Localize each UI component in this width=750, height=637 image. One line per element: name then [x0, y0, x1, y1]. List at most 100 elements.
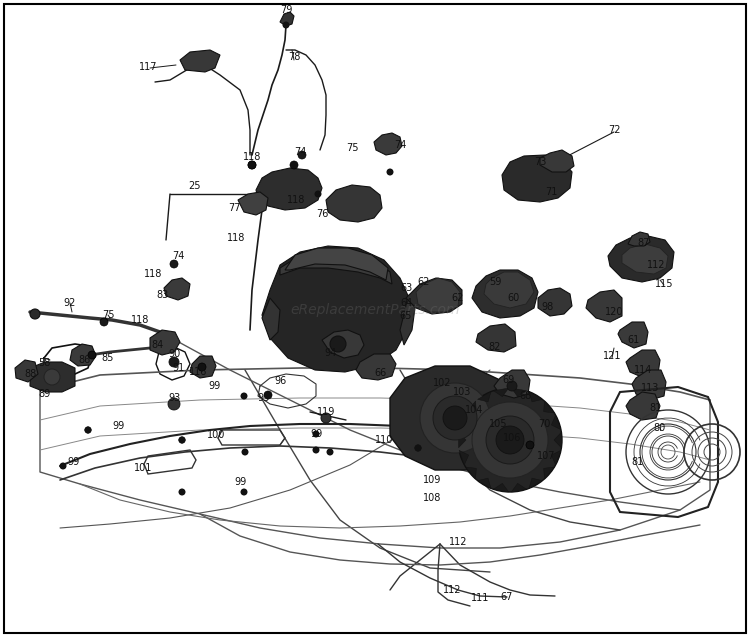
Polygon shape [502, 155, 572, 202]
Text: 75: 75 [346, 143, 358, 153]
Text: 88: 88 [24, 369, 36, 379]
Polygon shape [540, 150, 574, 172]
Polygon shape [150, 330, 180, 355]
Polygon shape [478, 392, 491, 402]
Text: 74: 74 [294, 147, 306, 157]
Polygon shape [529, 478, 542, 489]
Polygon shape [238, 192, 268, 215]
Text: 68: 68 [520, 391, 532, 401]
Text: 108: 108 [423, 493, 441, 503]
Text: 91: 91 [172, 363, 184, 373]
Text: 85: 85 [102, 353, 114, 363]
Polygon shape [416, 278, 460, 312]
Polygon shape [494, 370, 530, 398]
Circle shape [241, 489, 248, 496]
Polygon shape [466, 467, 476, 479]
Polygon shape [164, 278, 190, 300]
Circle shape [88, 351, 96, 359]
Polygon shape [466, 401, 476, 413]
Text: 89: 89 [38, 389, 50, 399]
Polygon shape [262, 246, 410, 372]
Text: 118: 118 [286, 195, 305, 205]
Polygon shape [322, 330, 364, 358]
Text: 112: 112 [646, 260, 665, 270]
Polygon shape [478, 478, 491, 489]
Circle shape [85, 427, 92, 434]
Text: 100: 100 [207, 430, 225, 440]
Polygon shape [484, 272, 534, 308]
Text: 113: 113 [640, 383, 659, 393]
Text: 94: 94 [324, 348, 336, 358]
Polygon shape [618, 322, 648, 348]
Circle shape [415, 445, 422, 452]
Circle shape [458, 388, 562, 492]
Text: 87: 87 [638, 238, 650, 248]
Circle shape [241, 392, 248, 399]
Circle shape [415, 445, 422, 452]
Polygon shape [512, 388, 526, 397]
Polygon shape [280, 252, 392, 284]
Polygon shape [626, 350, 660, 378]
Polygon shape [538, 288, 572, 316]
Circle shape [178, 436, 185, 443]
Polygon shape [626, 392, 660, 420]
Polygon shape [586, 290, 622, 322]
Polygon shape [190, 356, 216, 378]
Polygon shape [406, 278, 462, 314]
Polygon shape [472, 270, 538, 318]
Text: 103: 103 [453, 387, 471, 397]
Text: 58: 58 [38, 358, 50, 368]
Polygon shape [632, 370, 666, 400]
Polygon shape [285, 248, 388, 280]
Text: 109: 109 [423, 475, 441, 485]
Text: 106: 106 [503, 433, 521, 443]
Text: 61: 61 [628, 335, 640, 345]
Text: 74: 74 [394, 140, 406, 150]
Circle shape [248, 161, 256, 169]
Text: 120: 120 [604, 307, 623, 317]
Text: 66: 66 [374, 368, 386, 378]
Polygon shape [256, 168, 322, 210]
Text: 69: 69 [502, 375, 515, 385]
Text: 59: 59 [489, 277, 501, 287]
Polygon shape [459, 415, 469, 430]
Polygon shape [622, 244, 668, 274]
Text: 75: 75 [102, 310, 114, 320]
Circle shape [30, 309, 40, 319]
Polygon shape [476, 324, 516, 352]
Text: 65: 65 [400, 311, 412, 321]
Text: 79: 79 [280, 5, 292, 15]
Text: 105: 105 [489, 419, 507, 429]
Text: 107: 107 [537, 451, 555, 461]
Text: 118: 118 [243, 152, 261, 162]
Text: 80: 80 [654, 423, 666, 433]
Circle shape [420, 383, 490, 453]
Text: 90: 90 [168, 349, 180, 359]
Circle shape [313, 447, 320, 454]
Circle shape [85, 427, 92, 434]
Circle shape [59, 462, 67, 469]
Text: 96: 96 [274, 376, 286, 386]
Polygon shape [30, 362, 75, 392]
Polygon shape [390, 366, 517, 470]
Circle shape [326, 448, 334, 455]
Circle shape [283, 22, 290, 29]
Circle shape [264, 391, 272, 399]
Polygon shape [628, 232, 650, 246]
Circle shape [313, 431, 320, 438]
Text: 25: 25 [188, 181, 200, 191]
Circle shape [507, 381, 517, 391]
Circle shape [100, 318, 108, 326]
Circle shape [170, 260, 178, 268]
Text: 78: 78 [288, 52, 300, 62]
Circle shape [178, 489, 185, 496]
Text: 119: 119 [316, 407, 335, 417]
Text: 118: 118 [144, 269, 162, 279]
Text: 64: 64 [400, 298, 412, 308]
Circle shape [44, 369, 60, 385]
Circle shape [290, 161, 298, 169]
Polygon shape [551, 450, 561, 465]
Text: 115: 115 [655, 279, 674, 289]
Polygon shape [374, 133, 402, 155]
Text: 114: 114 [634, 365, 652, 375]
